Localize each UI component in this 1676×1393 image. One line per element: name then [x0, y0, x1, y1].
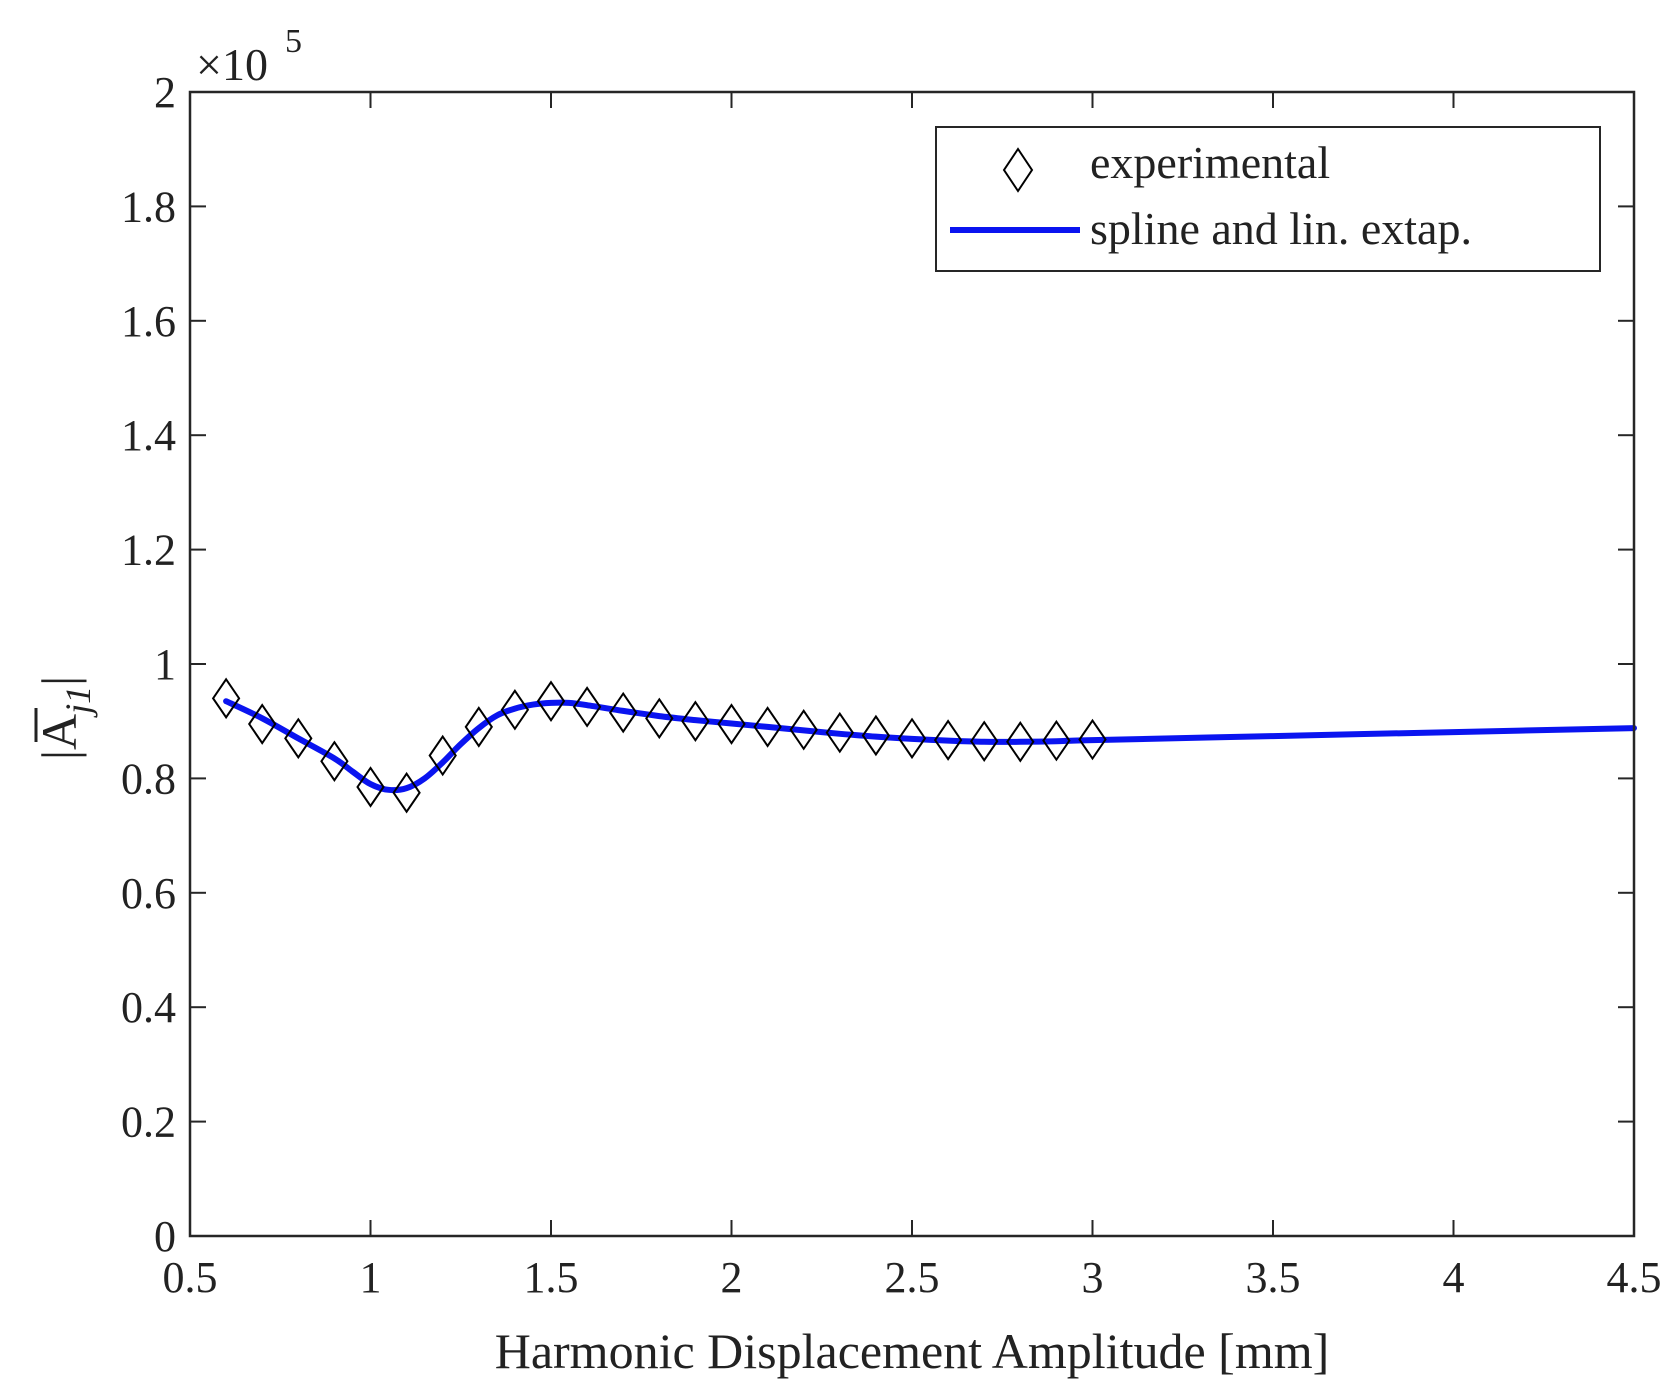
x-tick-label: 1 [360, 1253, 382, 1302]
data-point-experimental [645, 697, 674, 740]
ticks-layer: 0.5 1 1.5 2 2.5 3 3.5 4 4.5 0 0.2 0.4 0.6 0.8 1 1.2 1.4 1… [121, 68, 1662, 1302]
data-point-experimental [897, 717, 927, 760]
data-point-experimental [464, 706, 494, 748]
y-exponent: 5 [285, 23, 302, 60]
legend-label-experimental: experimental [1090, 137, 1330, 188]
y-exponent-prefix: ×10 [196, 39, 268, 90]
y-tick-label: 0 [154, 1212, 176, 1261]
data-point-experimental [933, 719, 963, 761]
data-point-experimental [969, 720, 999, 762]
data-point-experimental [717, 703, 746, 745]
legend-label-spline: spline and lin. extap. [1090, 203, 1472, 254]
y-axis-label: |Aj1| [31, 676, 98, 760]
data-point-experimental [572, 686, 602, 728]
y-axis-label-close: | [31, 676, 87, 686]
axes-box [188, 90, 1636, 1238]
x-tick-label: 0.5 [163, 1253, 218, 1302]
data-point-experimental [681, 700, 710, 742]
series-layer [211, 677, 1637, 814]
data-point-experimental [789, 709, 818, 751]
x-tick-label: 1.5 [524, 1253, 579, 1302]
data-point-experimental [1006, 721, 1035, 763]
data-point-experimental [500, 688, 530, 731]
data-point-experimental [284, 717, 313, 760]
data-point-experimental [320, 740, 349, 783]
data-point-experimental [825, 711, 855, 754]
y-axis-label-sub: j1 [58, 686, 98, 718]
data-point-experimental [861, 714, 891, 757]
data-point-experimental [608, 691, 638, 734]
plot-area [190, 92, 1634, 1236]
x-tick-label: 2.5 [885, 1253, 940, 1302]
svg-text:|Aj1|: |Aj1| [31, 676, 98, 760]
data-point-experimental [211, 677, 241, 720]
y-tick-label: 0.6 [121, 869, 176, 918]
x-tick-label: 4.5 [1607, 1253, 1662, 1302]
data-point-experimental [356, 766, 385, 808]
y-tick-label: 0.2 [121, 1098, 176, 1147]
series-line-spline [223, 698, 1637, 794]
data-point-experimental [1078, 718, 1107, 761]
data-point-experimental [1042, 719, 1071, 762]
x-tick-label: 3 [1082, 1253, 1104, 1302]
y-axis-label-main: |A [31, 714, 87, 760]
legend: experimental spline and lin. extap. [935, 126, 1601, 272]
legend-diamond-icon [1002, 147, 1034, 193]
x-axis-label: Harmonic Displacement Amplitude [mm] [495, 1323, 1330, 1379]
y-tick-label: 2 [154, 68, 176, 117]
y-tick-label: 1 [154, 640, 176, 689]
data-point-experimental [247, 703, 277, 745]
x-tick-label: 3.5 [1246, 1253, 1301, 1302]
y-tick-label: 1.2 [121, 526, 176, 575]
data-point-experimental [753, 706, 782, 748]
data-point-experimental [392, 771, 421, 814]
y-tick-label: 1.4 [121, 411, 176, 460]
y-tick-label: 0.4 [121, 983, 176, 1032]
y-tick-label: 0.8 [121, 754, 176, 803]
data-point-experimental [428, 734, 457, 777]
y-tick-label: 1.8 [121, 182, 176, 231]
x-tick-label: 4 [1443, 1253, 1465, 1302]
y-tick-label: 1.6 [121, 297, 176, 346]
legend-box [935, 126, 1601, 272]
data-point-experimental [536, 680, 566, 722]
x-tick-label: 2 [721, 1253, 743, 1302]
